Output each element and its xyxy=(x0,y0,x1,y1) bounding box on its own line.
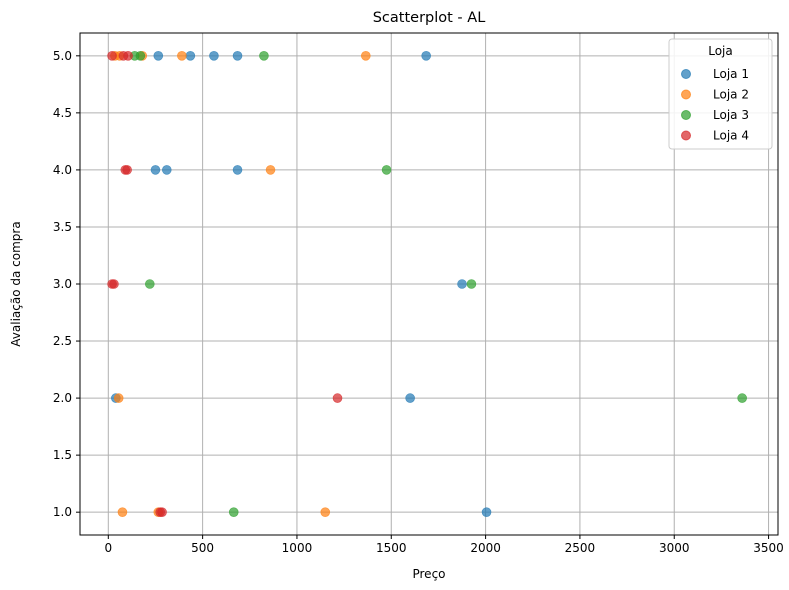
y-axis-label: Avaliação da compra xyxy=(9,221,23,346)
legend-marker xyxy=(681,130,691,141)
data-point xyxy=(232,51,243,61)
legend-entry: Loja 1 xyxy=(713,67,749,81)
y-tick-label: 1.5 xyxy=(53,448,72,462)
x-axis-ticks: 0 500 1000 1500 2000 2500 3000 3500 xyxy=(104,535,784,555)
y-tick-label: 2.0 xyxy=(53,391,72,405)
data-point xyxy=(332,393,343,403)
legend-marker xyxy=(681,69,691,79)
x-tick-label: 1500 xyxy=(376,541,407,555)
y-tick-label: 5.0 xyxy=(53,49,72,63)
y-tick-label: 3.0 xyxy=(53,277,72,291)
data-point xyxy=(107,51,117,61)
data-point xyxy=(177,51,187,61)
legend-marker xyxy=(681,89,691,100)
data-point xyxy=(209,51,219,61)
data-point xyxy=(320,507,331,517)
data-point xyxy=(153,51,164,61)
data-point xyxy=(135,51,146,61)
data-point xyxy=(123,51,133,61)
data-point xyxy=(361,51,371,61)
y-tick-label: 4.5 xyxy=(53,106,72,120)
data-point xyxy=(265,165,276,175)
x-tick-label: 0 xyxy=(104,541,112,555)
legend-entry: Loja 3 xyxy=(713,108,749,122)
x-tick-label: 2500 xyxy=(565,541,596,555)
y-tick-label: 4.0 xyxy=(53,163,72,177)
data-point xyxy=(185,51,196,61)
series-3 xyxy=(129,51,747,517)
data-point xyxy=(109,279,119,289)
x-tick-label: 3000 xyxy=(659,541,690,555)
data-point xyxy=(421,51,431,61)
data-point xyxy=(466,279,477,289)
legend-title: Loja xyxy=(708,44,733,58)
x-tick-label: 1000 xyxy=(282,541,313,555)
legend-marker xyxy=(681,110,691,120)
data-points xyxy=(107,51,747,517)
x-tick-label: 500 xyxy=(191,541,214,555)
data-point xyxy=(737,393,747,403)
series-4 xyxy=(107,51,343,517)
data-point xyxy=(232,165,243,175)
x-tick-label: 2000 xyxy=(470,541,501,555)
data-point xyxy=(150,165,161,175)
x-tick-label: 3500 xyxy=(753,541,784,555)
data-point xyxy=(381,165,392,175)
data-point xyxy=(457,279,467,289)
y-tick-label: 1.0 xyxy=(53,505,72,519)
data-point xyxy=(157,507,167,517)
data-point xyxy=(481,507,492,517)
data-point xyxy=(145,279,155,289)
data-point xyxy=(122,165,132,175)
chart-title: Scatterplot - AL xyxy=(373,10,486,26)
legend-entry: Loja 2 xyxy=(713,88,749,102)
data-point xyxy=(113,393,124,403)
legend-entry: Loja 4 xyxy=(713,129,749,143)
data-point xyxy=(228,507,239,517)
legend: Loja Loja 1 Loja 2 Loja 3 Loja 4 xyxy=(668,38,773,150)
data-point xyxy=(405,393,415,403)
y-axis-ticks: 1.0 1.5 2.0 2.5 3.0 3.5 4.0 4.5 5.0 xyxy=(53,49,80,519)
x-axis-label: Preço xyxy=(412,567,445,581)
data-point xyxy=(259,51,269,61)
y-tick-label: 3.5 xyxy=(53,220,72,234)
y-tick-label: 2.5 xyxy=(53,334,72,348)
legend-box xyxy=(668,38,773,150)
data-point xyxy=(117,507,128,517)
data-point xyxy=(161,165,172,175)
